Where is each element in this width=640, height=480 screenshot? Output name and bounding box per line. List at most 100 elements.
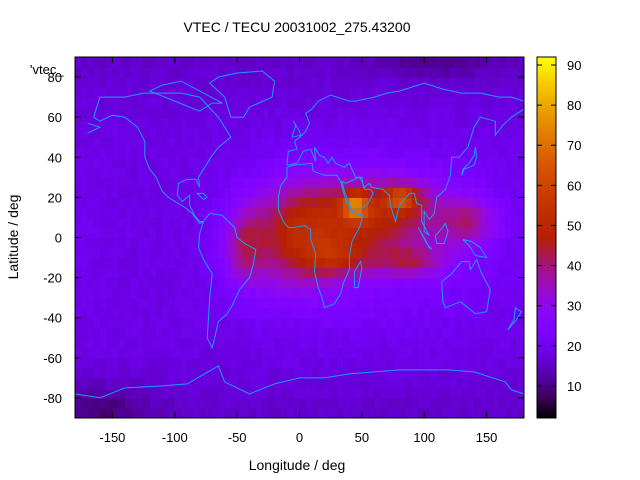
heatmap-cell: [349, 217, 357, 229]
heatmap-cell: [436, 137, 444, 148]
heatmap-cell: [137, 367, 145, 379]
heatmap-cell: [143, 397, 151, 409]
heatmap-cell: [137, 57, 145, 68]
heatmap-cell: [181, 137, 188, 148]
heatmap-cell: [187, 367, 195, 379]
heatmap-cell: [168, 277, 176, 289]
heatmap-cell: [380, 247, 388, 259]
heatmap-cell: [181, 237, 188, 249]
heatmap-cell: [255, 137, 263, 148]
heatmap-cell: [405, 97, 413, 108]
heatmap-cell: [436, 127, 444, 138]
heatmap-cell: [156, 227, 163, 239]
heatmap-cell: [368, 317, 375, 329]
heatmap-cell: [492, 57, 500, 68]
heatmap-cell: [424, 177, 432, 188]
heatmap-cell: [255, 337, 263, 349]
heatmap-cell: [262, 157, 269, 168]
heatmap-cell: [343, 167, 350, 178]
heatmap-cell: [417, 147, 425, 158]
heatmap-cell: [156, 87, 163, 98]
heatmap-cell: [230, 267, 238, 279]
heatmap-cell: [399, 97, 407, 108]
heatmap-cell: [237, 337, 244, 349]
heatmap-cell: [93, 317, 101, 329]
heatmap-cell: [374, 287, 382, 299]
heatmap-cell: [149, 207, 157, 219]
heatmap-cell: [442, 117, 450, 128]
heatmap-cell: [405, 167, 413, 178]
heatmap-cell: [517, 127, 524, 138]
heatmap-cell: [505, 127, 513, 138]
heatmap-cell: [311, 367, 319, 379]
heatmap-cell: [262, 297, 269, 309]
heatmap-cell: [499, 257, 506, 269]
heatmap-cell: [324, 197, 332, 209]
heatmap-cell: [455, 157, 463, 168]
heatmap-cell: [486, 117, 494, 128]
heatmap-cell: [424, 407, 432, 418]
heatmap-cell: [343, 157, 350, 168]
heatmap-cell: [93, 237, 101, 249]
heatmap-cell: [505, 167, 513, 178]
heatmap-cell: [181, 187, 188, 198]
heatmap-cell: [112, 297, 120, 309]
heatmap-cell: [181, 67, 188, 78]
heatmap-cell: [162, 307, 170, 319]
heatmap-cell: [399, 197, 407, 209]
heatmap-cell: [442, 387, 450, 399]
heatmap-cell: [81, 327, 89, 339]
heatmap-cell: [505, 157, 513, 168]
heatmap-cell: [131, 387, 138, 399]
heatmap-cell: [361, 297, 369, 309]
heatmap-cell: [417, 167, 425, 178]
heatmap-cell: [505, 287, 513, 299]
heatmap-cell: [442, 157, 450, 168]
heatmap-cell: [424, 337, 432, 349]
heatmap-cell: [255, 367, 263, 379]
heatmap-cell: [75, 237, 82, 249]
heatmap-cell: [380, 307, 388, 319]
heatmap-cell: [187, 117, 195, 128]
heatmap-cell: [112, 377, 120, 389]
heatmap-cell: [330, 377, 338, 389]
heatmap-cell: [430, 97, 438, 108]
heatmap-cell: [436, 317, 444, 329]
heatmap-cell: [212, 407, 220, 418]
heatmap-cell: [330, 137, 338, 148]
heatmap-cell: [299, 187, 307, 198]
heatmap-cell: [187, 127, 195, 138]
heatmap-cell: [143, 67, 151, 78]
heatmap-cell: [280, 347, 288, 359]
heatmap-cell: [343, 297, 350, 309]
heatmap-cell: [293, 307, 301, 319]
heatmap-cell: [293, 317, 301, 329]
heatmap-cell: [424, 187, 432, 198]
heatmap-cell: [131, 107, 138, 118]
heatmap-cell: [318, 97, 326, 108]
heatmap-cell: [436, 377, 444, 389]
heatmap-cell: [517, 397, 524, 409]
heatmap-cell: [330, 177, 338, 188]
heatmap-cell: [205, 367, 213, 379]
heatmap-cell: [442, 407, 450, 418]
heatmap-cell: [149, 247, 157, 259]
heatmap-cell: [505, 267, 513, 279]
heatmap-cell: [399, 337, 407, 349]
heatmap-cell: [87, 367, 95, 379]
heatmap-cell: [137, 137, 145, 148]
heatmap-cell: [393, 237, 400, 249]
heatmap-cell: [436, 187, 444, 198]
heatmap-cell: [137, 377, 145, 389]
heatmap-cell: [436, 337, 444, 349]
heatmap-cell: [486, 237, 494, 249]
heatmap-cell: [349, 387, 357, 399]
heatmap-cell: [399, 257, 407, 269]
heatmap-cell: [374, 337, 382, 349]
heatmap-cell: [118, 337, 126, 349]
heatmap-cell: [449, 137, 457, 148]
heatmap-cell: [349, 257, 357, 269]
heatmap-cell: [311, 407, 319, 418]
heatmap-cell: [343, 357, 350, 369]
heatmap-cell: [355, 217, 363, 229]
